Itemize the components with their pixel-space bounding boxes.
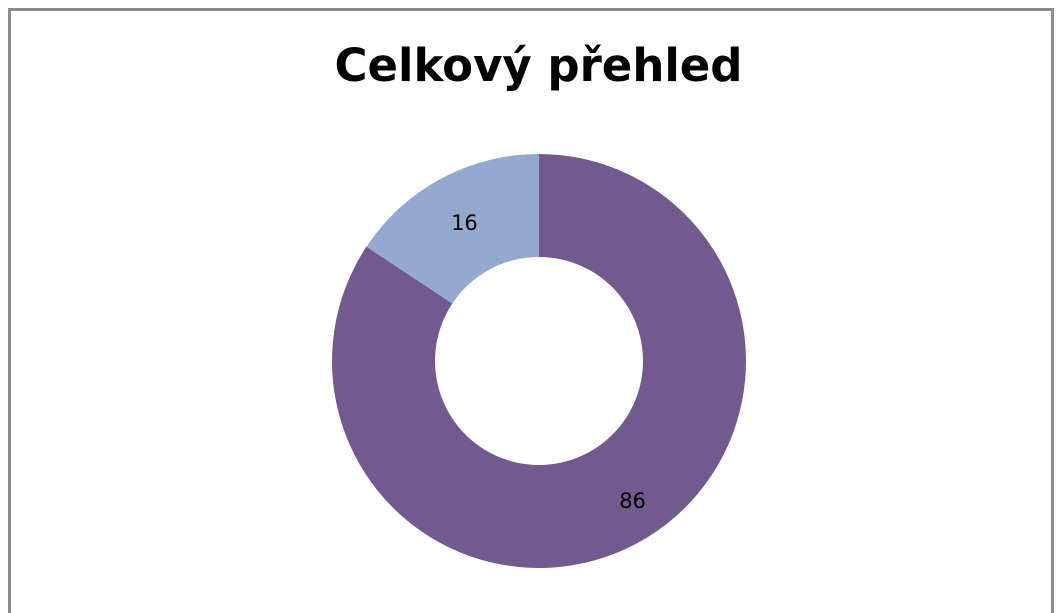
chart-title: Celkový přehled [334,39,743,92]
data-label-16: 16 [451,211,478,235]
donut-slice-16 [366,154,539,304]
donut-slice-86 [331,154,746,568]
data-label-86: 86 [619,489,646,513]
